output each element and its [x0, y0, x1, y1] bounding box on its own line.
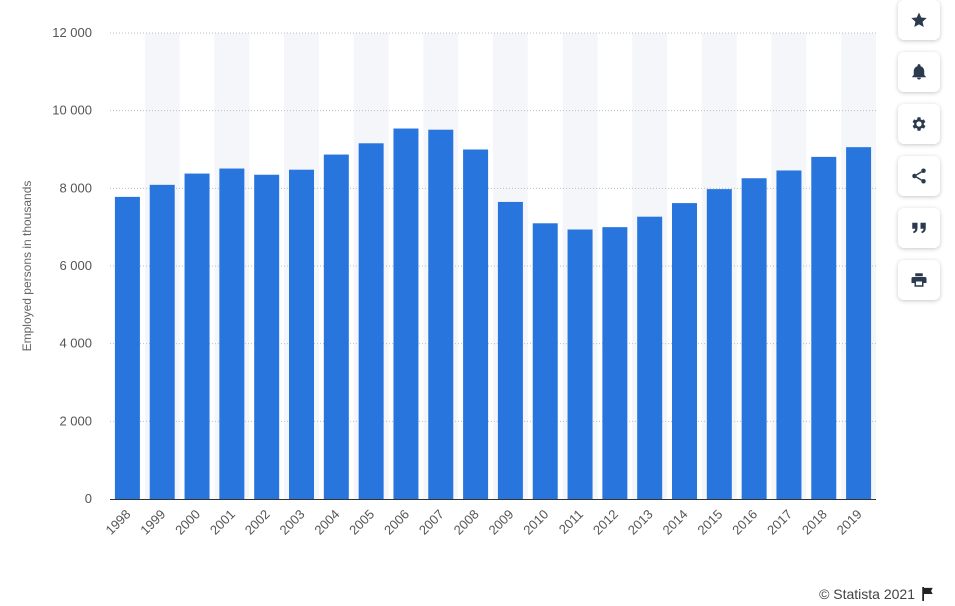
share-button[interactable]	[898, 156, 940, 196]
quote-icon	[912, 222, 926, 234]
gear-icon	[912, 117, 926, 131]
bell-icon	[912, 64, 926, 80]
x-tick-label: 2006	[381, 507, 412, 538]
x-tick-label: 2019	[834, 507, 865, 538]
bar[interactable]	[428, 129, 454, 499]
y-tick-label: 2 000	[59, 413, 92, 428]
bar[interactable]	[776, 170, 802, 499]
y-tick-label: 4 000	[59, 336, 92, 351]
y-tick-label: 6 000	[59, 258, 92, 273]
x-tick-label: 2005	[346, 507, 377, 538]
favorite-button[interactable]	[898, 0, 940, 40]
bar[interactable]	[323, 154, 349, 499]
x-tick-label: 2009	[485, 507, 516, 538]
bar[interactable]	[846, 147, 872, 500]
bar[interactable]	[567, 229, 593, 499]
x-tick-label: 2018	[799, 507, 830, 538]
bar[interactable]	[149, 184, 175, 500]
bar[interactable]	[532, 223, 558, 500]
x-axis-ticks: 1998 1999 2000 2001 2002 2003 2004 2005 2006 2007…	[102, 507, 864, 538]
x-tick-label: 1999	[137, 507, 168, 538]
bar[interactable]	[114, 196, 140, 500]
bar[interactable]	[706, 189, 732, 500]
print-icon	[911, 273, 927, 287]
y-tick-label: 12 000	[52, 25, 92, 40]
bar[interactable]	[219, 168, 245, 500]
x-tick-label: 2012	[590, 507, 621, 538]
print-button[interactable]	[898, 260, 940, 300]
y-tick-label: 10 000	[52, 103, 92, 118]
notification-button[interactable]	[898, 52, 940, 92]
x-tick-label: 2010	[520, 507, 551, 538]
y-axis-ticks: 0 2 000 4 000 6 000 8 000 10 000 12 000	[52, 25, 92, 506]
x-tick-label: 2002	[242, 507, 273, 538]
x-tick-label: 2015	[694, 507, 725, 538]
bar[interactable]	[184, 173, 210, 499]
cite-button[interactable]	[898, 208, 940, 248]
x-tick-label: 2000	[172, 507, 203, 538]
bar[interactable]	[463, 149, 489, 500]
bars	[114, 128, 872, 500]
flag-icon[interactable]	[921, 587, 934, 601]
bar[interactable]	[811, 156, 837, 499]
bar[interactable]	[637, 216, 663, 499]
star-icon	[911, 12, 927, 28]
bar[interactable]	[358, 143, 384, 499]
y-tick-label: 0	[85, 491, 92, 506]
x-tick-label: 2011	[556, 507, 586, 537]
x-tick-label: 2007	[416, 507, 447, 538]
bar[interactable]	[289, 169, 314, 499]
x-tick-label: 2017	[764, 507, 795, 538]
x-tick-label: 2013	[625, 507, 656, 538]
bar[interactable]	[254, 174, 280, 499]
settings-button[interactable]	[898, 104, 940, 144]
x-tick-label: 2016	[729, 507, 760, 538]
x-tick-label: 2004	[311, 507, 342, 538]
credit-text: © Statista 2021	[819, 586, 915, 602]
bar[interactable]	[741, 178, 767, 499]
x-tick-label: 2014	[660, 507, 691, 538]
x-tick-label: 2008	[451, 507, 482, 538]
bar[interactable]	[602, 227, 628, 499]
bar[interactable]	[497, 201, 523, 500]
share-icon	[912, 168, 926, 184]
y-axis-label: Employed persons in thousands	[20, 181, 34, 352]
x-tick-label: 2001	[207, 507, 238, 538]
x-tick-label: 1998	[102, 507, 133, 538]
source-credit: © Statista 2021	[819, 586, 934, 602]
bar[interactable]	[672, 203, 697, 499]
x-tick-label: 2003	[277, 507, 308, 538]
bar[interactable]	[393, 128, 419, 499]
y-tick-label: 8 000	[59, 180, 92, 195]
